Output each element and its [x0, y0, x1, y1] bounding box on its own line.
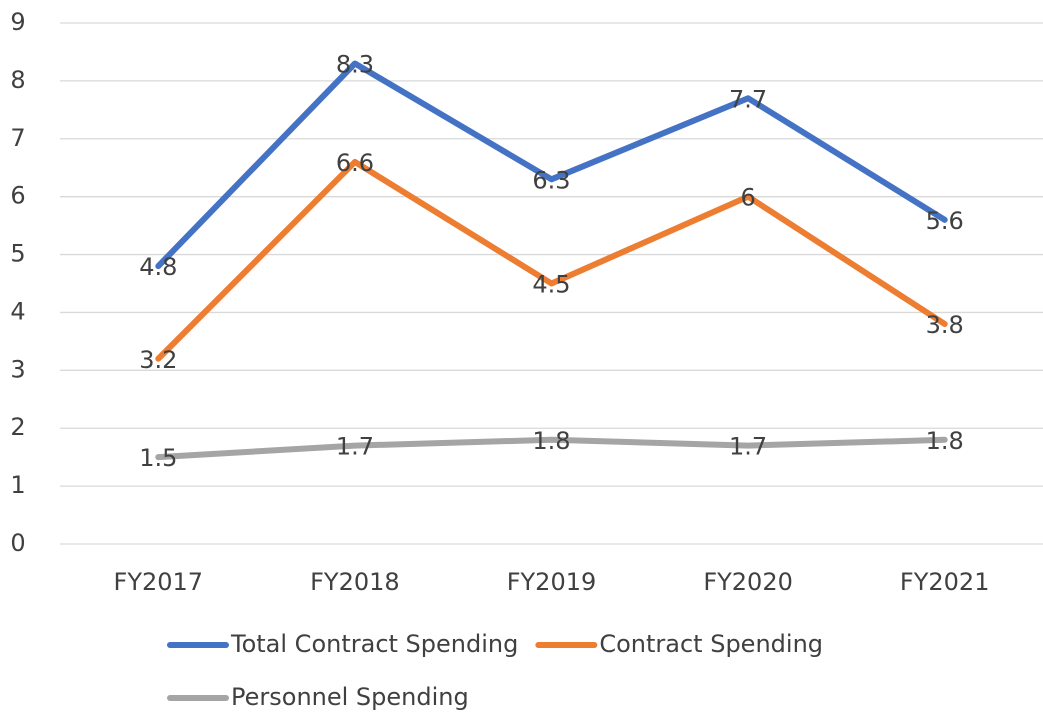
- data-label: 7.7: [729, 85, 767, 113]
- y-tick-label: 4: [10, 297, 25, 325]
- x-tick-label: FY2017: [114, 568, 204, 596]
- data-label: 6: [740, 184, 755, 212]
- legend-label: Contract Spending: [599, 630, 823, 658]
- legend-label: Personnel Spending: [231, 683, 469, 711]
- x-tick-label: FY2020: [703, 568, 793, 596]
- data-label: 8.3: [336, 51, 374, 79]
- y-tick-label: 1: [10, 471, 25, 499]
- y-tick-label: 3: [10, 355, 25, 383]
- x-tick-label: FY2021: [900, 568, 990, 596]
- y-tick-label: 2: [10, 413, 25, 441]
- y-tick-label: 8: [10, 66, 25, 94]
- series-line: [155, 436, 948, 461]
- series-line: [155, 158, 948, 362]
- y-tick-label: 5: [10, 240, 25, 268]
- data-label: 3.2: [139, 346, 177, 374]
- data-label: 1.8: [532, 427, 570, 455]
- data-label: 1.7: [729, 433, 767, 461]
- y-tick-label: 9: [10, 8, 25, 36]
- y-tick-label: 0: [10, 529, 25, 557]
- data-label: 1.8: [926, 427, 964, 455]
- legend-label: Total Contract Spending: [230, 630, 518, 658]
- data-label: 4.5: [532, 271, 570, 299]
- data-label: 1.5: [139, 444, 177, 472]
- data-label: 6.3: [532, 166, 570, 194]
- series-line: [155, 60, 948, 270]
- x-tick-label: FY2019: [507, 568, 597, 596]
- y-tick-label: 7: [10, 124, 25, 152]
- data-label: 5.6: [926, 207, 964, 235]
- data-label: 4.8: [139, 253, 177, 281]
- data-label: 6.6: [336, 149, 374, 177]
- data-label: 1.7: [336, 433, 374, 461]
- data-label: 3.8: [926, 311, 964, 339]
- y-tick-label: 6: [10, 182, 25, 210]
- x-tick-label: FY2018: [310, 568, 400, 596]
